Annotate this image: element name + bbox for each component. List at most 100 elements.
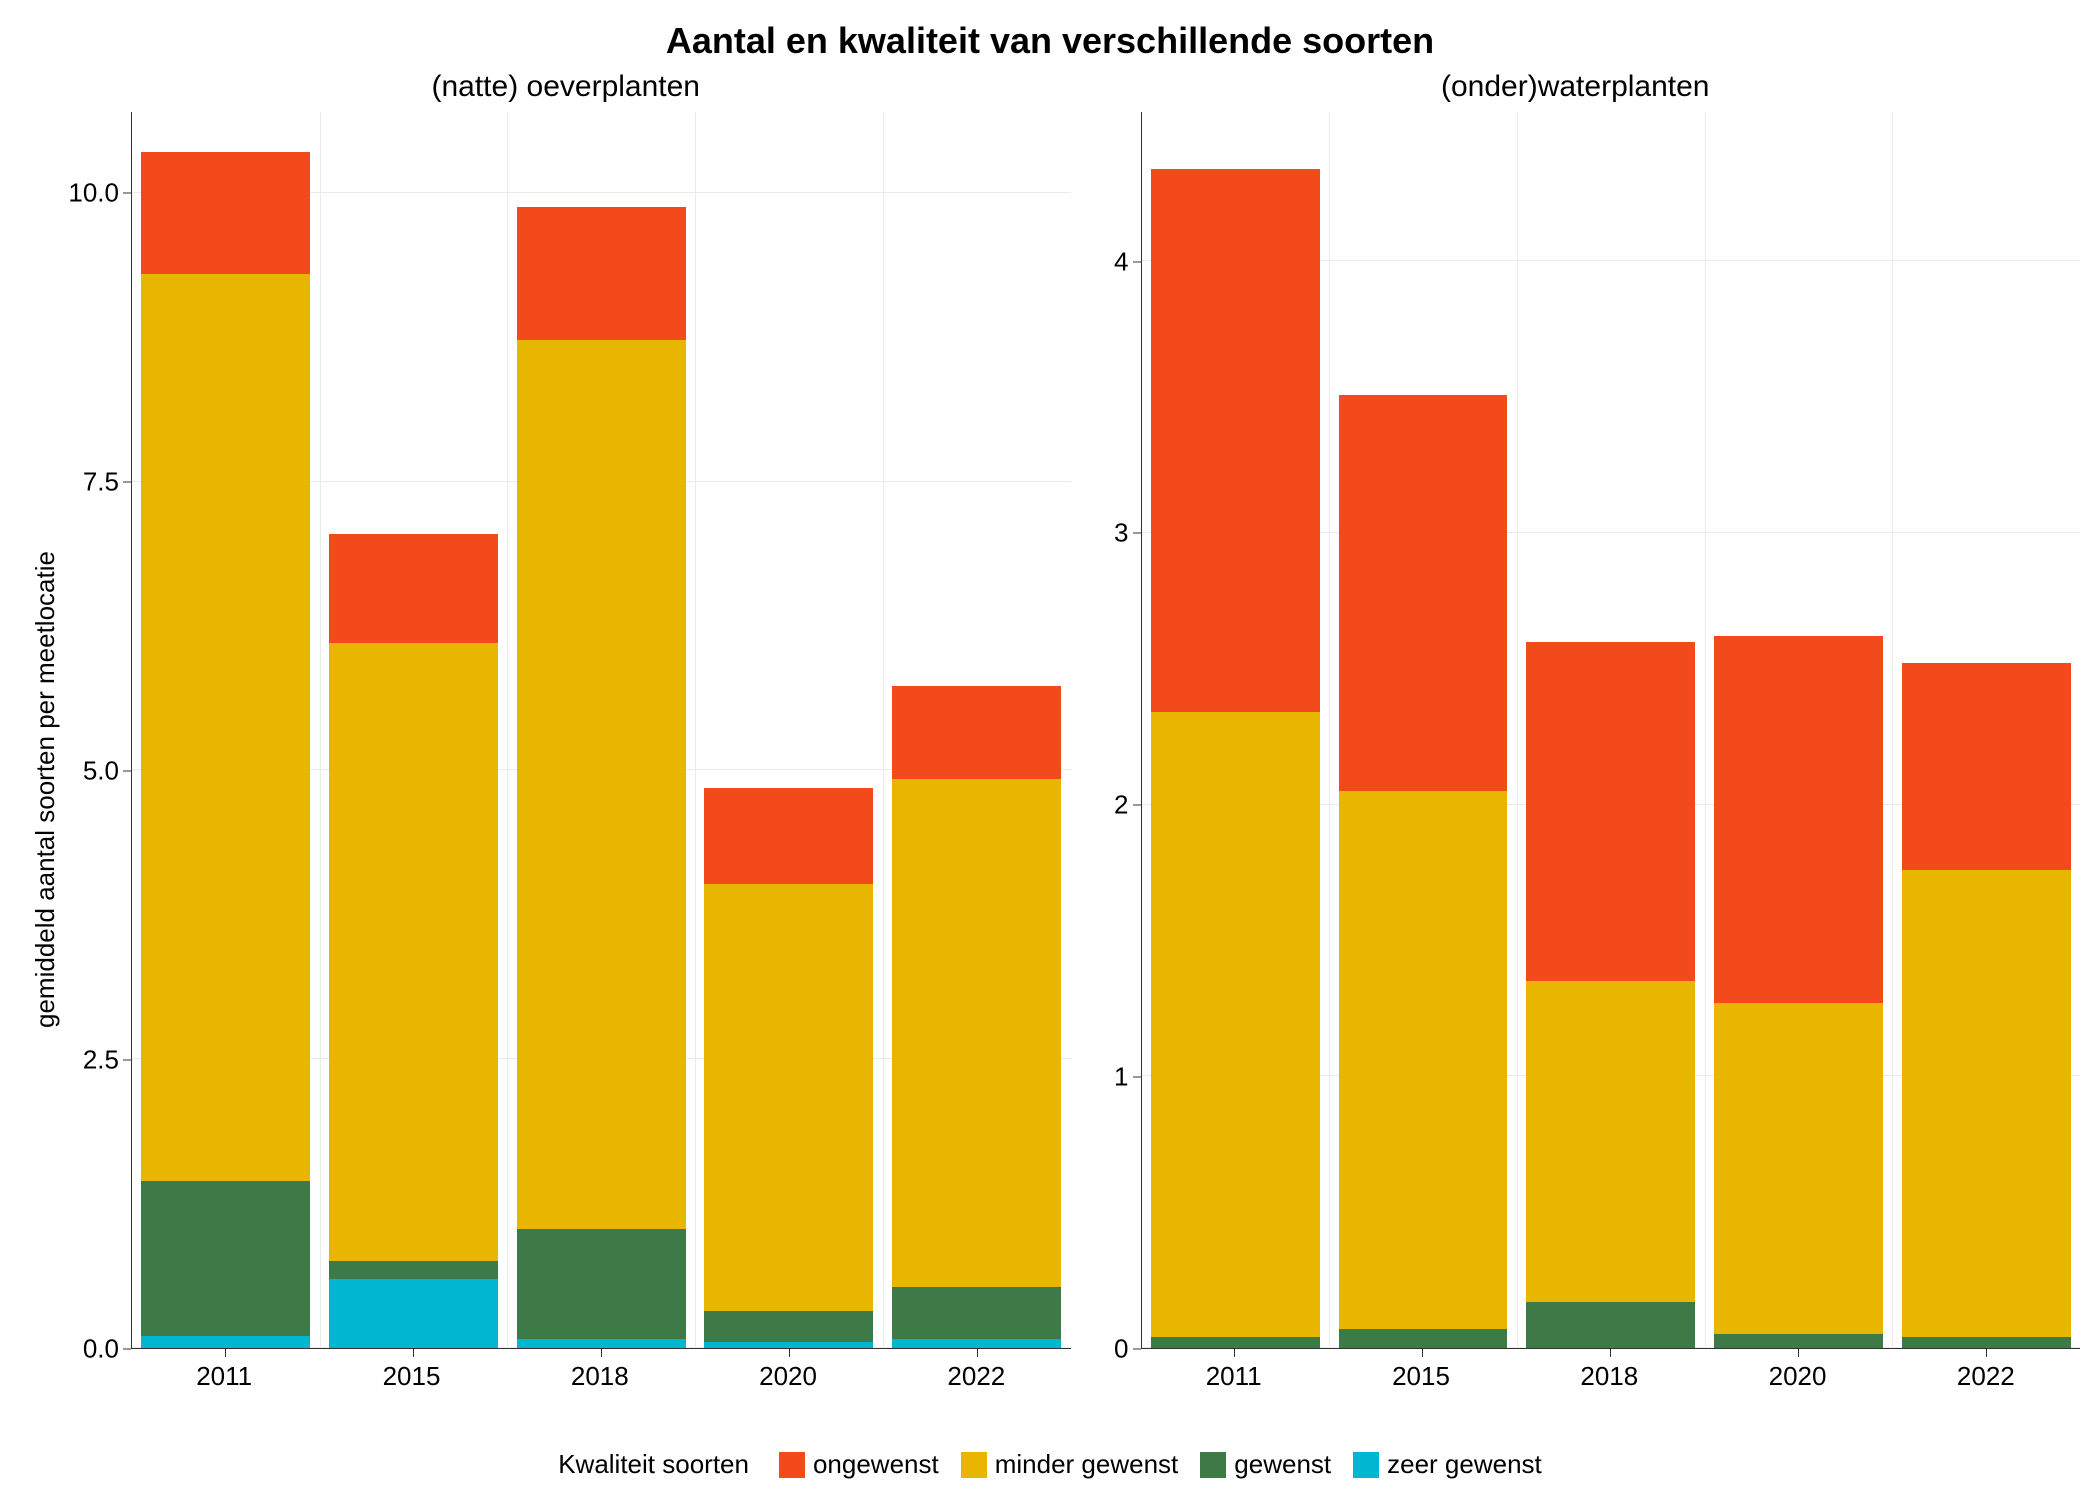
bar-column [517, 207, 686, 1348]
bar-segment-minder-gewenst [1151, 712, 1320, 1337]
legend-item-minder-gewenst: minder gewenst [961, 1449, 1179, 1480]
bar-segment-gewenst [1339, 1329, 1508, 1348]
bar-segment-minder-gewenst [1339, 791, 1508, 1329]
y-axis-label: gemiddeld aantal soorten per meetlocatie [20, 70, 61, 1429]
legend-label: gewenst [1234, 1449, 1331, 1480]
x-spacer [61, 1349, 131, 1429]
x-tick-label: 2011 [1206, 1361, 1262, 1429]
bar-segment-zeer-gewenst [704, 1342, 873, 1348]
y-tick-label: 10.0 [68, 177, 119, 208]
bar-segment-ongewenst [1339, 395, 1508, 792]
x-tick-label: 2015 [383, 1361, 441, 1429]
panel-left-y-axis: 0.02.55.07.510.0 [61, 112, 131, 1349]
legend-item-zeer-gewenst: zeer gewenst [1353, 1449, 1542, 1480]
x-tick-mark [225, 1349, 226, 1357]
x-tick-label: 2022 [1957, 1361, 2015, 1429]
bar-segment-zeer-gewenst [517, 1339, 686, 1348]
panel-left-bars [132, 112, 1071, 1348]
bar-segment-gewenst [141, 1181, 310, 1337]
bar-segment-minder-gewenst [517, 340, 686, 1229]
bar-segment-ongewenst [704, 788, 873, 884]
panel-right-bars [1142, 112, 2081, 1348]
bar-segment-ongewenst [517, 207, 686, 340]
bar-segment-gewenst [1151, 1337, 1320, 1348]
panel-right-y-axis: 01234 [1071, 112, 1141, 1349]
bar-segment-ongewenst [1526, 642, 1695, 982]
figure: Aantal en kwaliteit van verschillende so… [20, 20, 2080, 1480]
x-tick-mark [1610, 1349, 1611, 1357]
y-tick-mark [123, 481, 131, 482]
y-tick-label: 4 [1114, 246, 1128, 277]
panel-right-title: (onder)waterplanten [1071, 70, 2081, 104]
bar-column [141, 152, 310, 1348]
x-spacer [1071, 1349, 1141, 1429]
x-tick-mark [1234, 1349, 1235, 1357]
bar-segment-zeer-gewenst [329, 1279, 498, 1348]
bar-segment-ongewenst [1714, 636, 1883, 1003]
y-tick-mark [1133, 261, 1141, 262]
legend-swatch [779, 1452, 805, 1478]
panel-left: (natte) oeverplanten 0.02.55.07.510.0 20… [61, 70, 1071, 1429]
y-tick-mark [1133, 805, 1141, 806]
panel-right: (onder)waterplanten 01234 20112015201820… [1071, 70, 2081, 1429]
bar-column [1902, 663, 2071, 1348]
bar-segment-gewenst [704, 1311, 873, 1342]
bar-segment-gewenst [892, 1287, 1061, 1339]
y-tick-label: 1 [1114, 1062, 1128, 1093]
bar-segment-zeer-gewenst [141, 1336, 310, 1348]
legend-item-ongewenst: ongewenst [779, 1449, 939, 1480]
x-tick-label: 2018 [1580, 1361, 1638, 1429]
legend-label: zeer gewenst [1387, 1449, 1542, 1480]
panel-left-plot-area [131, 112, 1071, 1349]
legend-item-gewenst: gewenst [1200, 1449, 1331, 1480]
bar-segment-gewenst [517, 1229, 686, 1339]
x-tick-label: 2020 [1769, 1361, 1827, 1429]
main-title: Aantal en kwaliteit van verschillende so… [20, 20, 2080, 62]
panels-row: gemiddeld aantal soorten per meetlocatie… [20, 70, 2080, 1429]
bar-segment-ongewenst [1902, 663, 2071, 869]
x-tick-label: 2022 [947, 1361, 1005, 1429]
y-tick-mark [123, 770, 131, 771]
bar-segment-minder-gewenst [1902, 870, 2071, 1337]
bar-segment-minder-gewenst [329, 643, 498, 1261]
panel-left-x-ticks: 2011 2015 2018 2020 2022 [131, 1349, 1071, 1429]
bar-column [1526, 642, 1695, 1348]
panel-left-x-axis: 2011 2015 2018 2020 2022 [61, 1349, 1071, 1429]
y-tick-label: 2 [1114, 790, 1128, 821]
x-tick-mark [977, 1349, 978, 1357]
bar-segment-gewenst [329, 1261, 498, 1278]
panel-right-x-ticks: 2011 2015 2018 2020 2022 [1141, 1349, 2081, 1429]
bar-column [1151, 169, 1320, 1348]
panel-right-x-axis: 2011 2015 2018 2020 2022 [1071, 1349, 2081, 1429]
panel-left-chart-row: 0.02.55.07.510.0 [61, 112, 1071, 1349]
legend: Kwaliteit soorten ongewenstminder gewens… [20, 1429, 2080, 1480]
y-tick-mark [123, 1059, 131, 1060]
x-tick-label: 2020 [759, 1361, 817, 1429]
panel-right-chart-row: 01234 [1071, 112, 2081, 1349]
bar-segment-minder-gewenst [892, 779, 1061, 1287]
x-tick-label: 2011 [196, 1361, 252, 1429]
bar-segment-gewenst [1714, 1334, 1883, 1348]
bar-segment-gewenst [1526, 1302, 1695, 1348]
y-tick-mark [1133, 533, 1141, 534]
panel-right-plot-area [1141, 112, 2081, 1349]
x-tick-label: 2015 [1392, 1361, 1450, 1429]
bar-segment-minder-gewenst [704, 884, 873, 1311]
bar-column [329, 534, 498, 1348]
y-tick-label: 7.5 [83, 466, 119, 497]
bar-column [1339, 395, 1508, 1348]
legend-swatch [961, 1452, 987, 1478]
y-tick-label: 2.5 [83, 1044, 119, 1075]
x-tick-mark [1798, 1349, 1799, 1357]
legend-swatch [1353, 1452, 1379, 1478]
y-tick-mark [1133, 1077, 1141, 1078]
bar-segment-minder-gewenst [1714, 1003, 1883, 1334]
legend-label: minder gewenst [995, 1449, 1179, 1480]
bar-segment-ongewenst [1151, 169, 1320, 712]
bar-segment-ongewenst [892, 686, 1061, 778]
bar-segment-ongewenst [329, 534, 498, 644]
bar-column [1714, 636, 1883, 1348]
x-tick-label: 2018 [571, 1361, 629, 1429]
panel-left-title: (natte) oeverplanten [61, 70, 1071, 104]
bar-segment-minder-gewenst [1526, 981, 1695, 1302]
